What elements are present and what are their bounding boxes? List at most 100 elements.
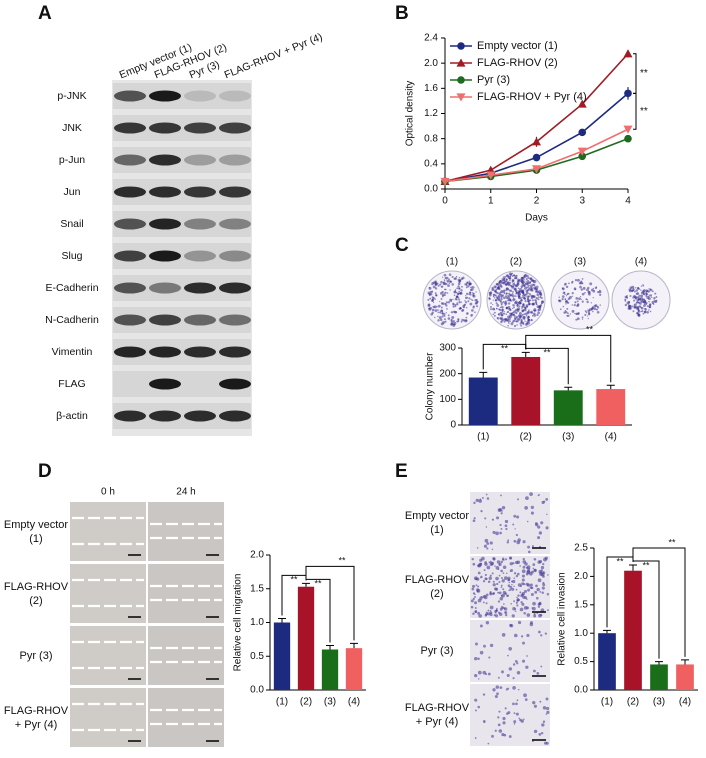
cell <box>497 600 501 603</box>
colony <box>624 298 627 301</box>
bar <box>650 664 668 690</box>
colony <box>457 320 460 323</box>
colony <box>540 297 543 300</box>
colony <box>443 288 446 291</box>
colony <box>561 295 565 298</box>
cell <box>491 734 494 738</box>
colony <box>629 294 632 297</box>
blot-band <box>219 250 251 262</box>
cell <box>474 642 478 646</box>
blot-band <box>184 122 216 134</box>
row-label: (1) <box>29 533 42 545</box>
colony <box>528 301 530 304</box>
y-tick-label: 0 <box>450 420 456 431</box>
error-bar <box>302 582 310 587</box>
cell <box>482 693 486 696</box>
cell <box>499 597 504 601</box>
colony <box>495 296 498 299</box>
colony <box>558 296 560 298</box>
legend-label: FLAG-RHOV + Pyr (4) <box>477 91 587 103</box>
colony <box>527 284 529 287</box>
cell <box>519 607 524 612</box>
colony <box>587 318 589 320</box>
cell <box>515 574 519 578</box>
cell <box>519 591 522 594</box>
cell <box>485 621 490 625</box>
colony <box>536 287 539 290</box>
cell <box>540 634 543 637</box>
cell <box>513 577 516 579</box>
colony <box>584 313 587 316</box>
colony <box>440 280 443 284</box>
colony <box>632 288 635 291</box>
cell <box>474 593 476 596</box>
cell <box>508 646 512 651</box>
colony <box>631 285 635 289</box>
colony <box>442 281 445 284</box>
colony <box>635 312 639 315</box>
cell <box>498 580 501 584</box>
colony <box>509 320 512 322</box>
cell <box>522 641 525 645</box>
colony <box>500 297 503 301</box>
cell <box>497 716 500 719</box>
colony <box>540 302 543 305</box>
blot-band <box>184 186 216 198</box>
cell <box>502 565 507 569</box>
cell <box>494 695 498 699</box>
colony <box>534 301 538 304</box>
cell <box>546 706 550 711</box>
cell <box>473 517 476 520</box>
blot-band <box>219 218 251 230</box>
cell <box>484 517 487 520</box>
colony <box>509 289 513 293</box>
cell <box>491 548 494 551</box>
legend-marker <box>457 76 465 84</box>
y-tick-label: 1.5 <box>574 599 588 610</box>
colony <box>599 293 602 297</box>
lane-label: FLAG-RHOV + Pyr (4) <box>223 31 325 81</box>
colony <box>633 303 637 307</box>
point <box>624 134 632 143</box>
colony <box>510 316 513 318</box>
colony <box>509 279 511 281</box>
cell <box>512 663 516 666</box>
blot-band <box>114 218 146 230</box>
colony <box>520 318 523 322</box>
colony <box>592 287 595 290</box>
colony <box>526 311 530 315</box>
cell <box>530 570 534 574</box>
x-tick-label: 1 <box>488 196 494 207</box>
colony <box>434 298 436 300</box>
y-tick-label: 1.0 <box>250 617 264 628</box>
cell <box>470 599 474 603</box>
cell <box>489 643 494 648</box>
blot-band <box>184 154 216 166</box>
cell <box>504 524 508 528</box>
cell <box>535 584 538 588</box>
dish-label: (1) <box>446 257 458 268</box>
column-label: 0 h <box>101 487 115 498</box>
colony <box>494 299 497 302</box>
colony <box>516 309 520 312</box>
blot-band <box>114 90 146 102</box>
y-tick-label: 200 <box>439 368 456 379</box>
colony <box>461 276 465 280</box>
cell <box>507 576 511 580</box>
colony <box>523 285 526 288</box>
colony <box>518 318 521 321</box>
cell <box>475 584 478 587</box>
colony <box>628 304 631 307</box>
y-tick-label: 0.4 <box>424 158 438 169</box>
colony <box>471 288 474 291</box>
colony <box>467 285 470 288</box>
cell <box>511 587 515 591</box>
blot-band <box>219 154 251 166</box>
point <box>577 147 587 156</box>
cell <box>500 584 503 587</box>
colony <box>432 281 436 285</box>
colony <box>537 309 540 312</box>
colony <box>571 291 574 295</box>
colony <box>468 282 472 286</box>
